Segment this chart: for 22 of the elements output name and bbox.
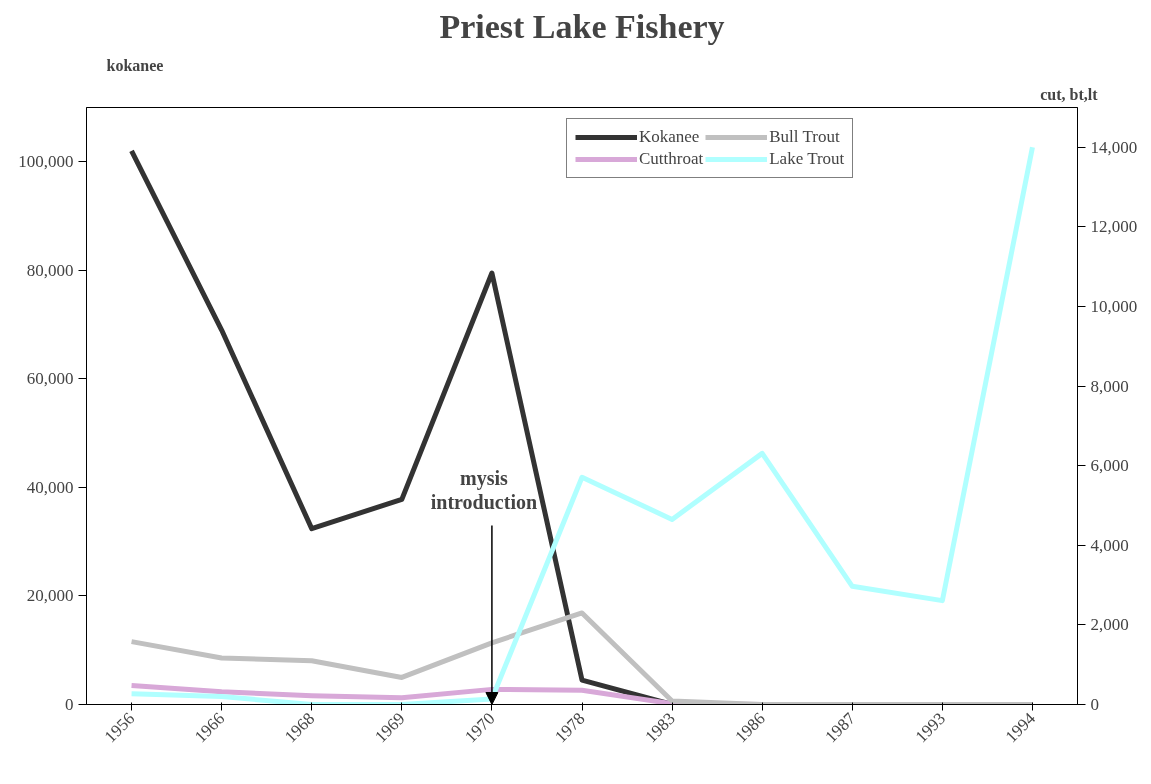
- y2-tick-label: 12,000: [1090, 217, 1138, 237]
- annotation: mysis introduction: [430, 467, 538, 514]
- legend-label: Cutthroat: [639, 149, 704, 169]
- chart-title: Priest Lake Fishery: [439, 7, 725, 45]
- legend-label: Lake Trout: [769, 149, 845, 169]
- y-tick-label: 60,000: [26, 369, 74, 389]
- y-tick-label: 40,000: [26, 477, 74, 497]
- y2-axis-title: cut, bt,lt: [1040, 85, 1099, 103]
- legend-label: Kokanee: [639, 127, 700, 147]
- y-tick-label: 0: [65, 695, 74, 714]
- y2-tick-label: 10,000: [1090, 297, 1138, 316]
- y2-tick-label: 14,000: [1090, 137, 1138, 157]
- y2-tick-label: 4,000: [1090, 535, 1129, 555]
- y2-tick-label: 2,000: [1090, 615, 1129, 635]
- y2-tick-label: 0: [1090, 695, 1099, 714]
- y2-tick-label: 8,000: [1090, 376, 1129, 396]
- legend-label: Bull Trout: [769, 127, 840, 147]
- y2-tick-label: 6,000: [1090, 456, 1129, 476]
- y-tick-label: 80,000: [26, 260, 74, 280]
- y-tick-label: 100,000: [18, 152, 74, 172]
- y-tick-label: 20,000: [26, 586, 74, 606]
- y-axis-title: kokanee: [106, 56, 164, 74]
